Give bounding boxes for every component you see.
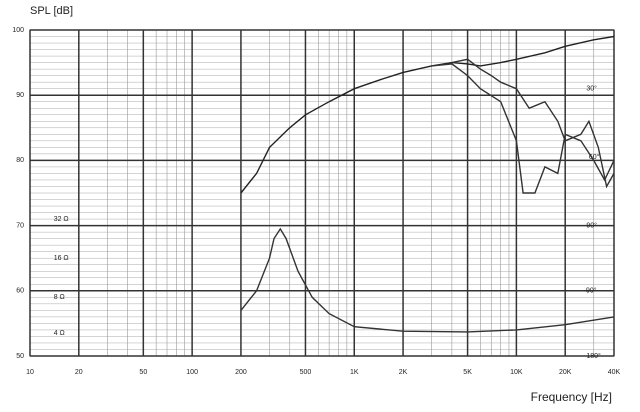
x-tick-label: 40K (608, 369, 621, 376)
series-line (240, 227, 615, 333)
annotation: 32 Ω (54, 216, 69, 223)
x-tick-label: 5K (463, 369, 472, 376)
y-tick-label: 70 (16, 222, 24, 229)
annotation: -90° (584, 287, 597, 295)
series-line (431, 63, 615, 194)
x-tick-label: 10 (26, 369, 34, 376)
annotation: 90° (586, 221, 597, 229)
y-tick-label: 60 (16, 288, 24, 295)
y-axis-label: SPL [dB] (30, 5, 73, 17)
x-tick-label: 20K (559, 369, 572, 376)
annotation: 4 Ω (54, 330, 65, 337)
x-tick-label: 100 (186, 369, 198, 376)
annotation: 8 Ω (54, 294, 65, 301)
annotation: 16 Ω (54, 255, 69, 262)
series-line (451, 58, 615, 189)
x-tick-label: 200 (235, 369, 247, 376)
x-tick-label: 50 (139, 369, 147, 376)
y-tick-label: 90 (16, 92, 24, 99)
annotation: 60° (589, 153, 600, 161)
x-axis-label: Frequency [Hz] (531, 390, 612, 404)
annotation: 30° (586, 85, 597, 93)
x-tick-label: 10K (510, 369, 523, 376)
x-tick-label: 20 (75, 369, 83, 376)
x-tick-label: 1K (350, 369, 359, 376)
x-tick-label: 2K (399, 369, 408, 376)
y-tick-label: 100 (12, 27, 24, 34)
x-tick-label: 500 (300, 369, 312, 376)
annotation: 180° (586, 352, 601, 360)
y-tick-label: 80 (16, 157, 24, 164)
y-tick-label: 50 (16, 353, 24, 360)
